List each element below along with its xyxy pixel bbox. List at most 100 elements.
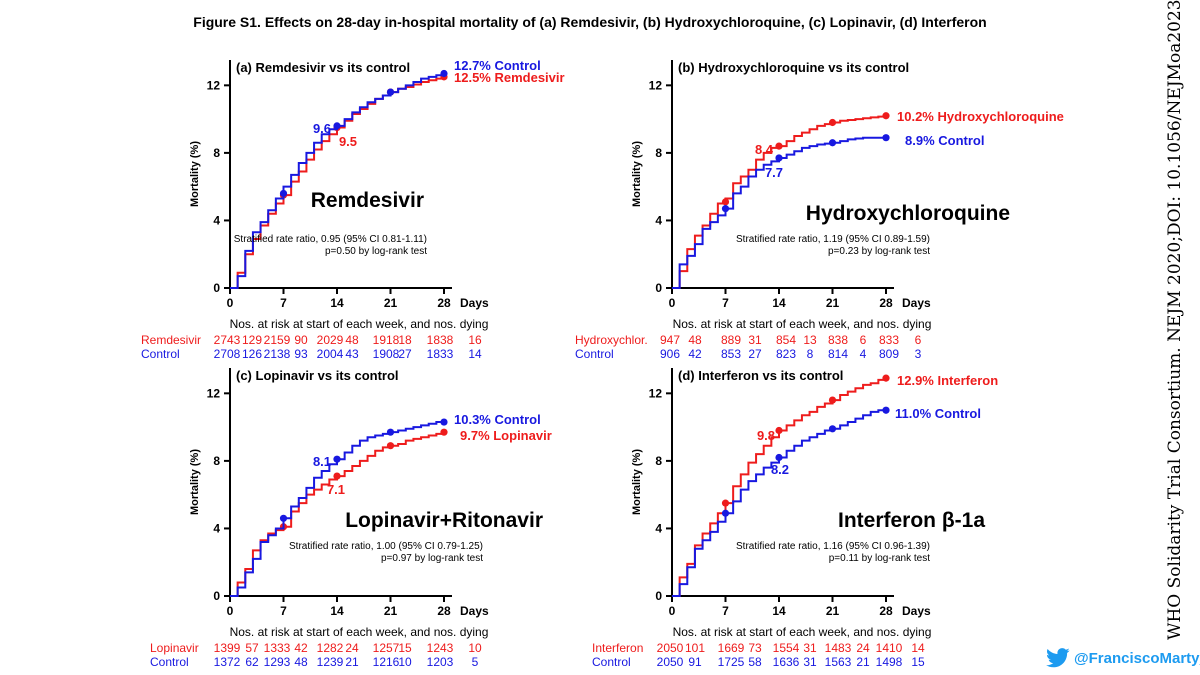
day14-label-treatment: 8.4 bbox=[755, 142, 774, 157]
y-tick-label: 8 bbox=[655, 146, 662, 160]
risk-cell: 10 bbox=[468, 641, 482, 655]
y-tick-label: 0 bbox=[213, 281, 220, 295]
risk-cell: 6 bbox=[915, 333, 922, 347]
risk-cell: 1833 bbox=[427, 347, 454, 361]
day14-label-treatment: 9.8 bbox=[757, 428, 775, 443]
data-point-control bbox=[386, 88, 395, 96]
data-point-control bbox=[333, 455, 341, 463]
risk-cell: 48 bbox=[294, 655, 308, 669]
risk-cell: 853 bbox=[721, 347, 741, 361]
stats-ratio: Stratified rate ratio, 1.16 (95% CI 0.96… bbox=[736, 541, 930, 552]
risk-cell: 73 bbox=[748, 641, 762, 655]
end-label-control: 12.7% Control bbox=[454, 58, 541, 73]
risk-row-label: Hydroxychlor. bbox=[575, 333, 648, 347]
panel-title: (a) Remdesivir vs its control bbox=[236, 60, 410, 75]
risk-cell: 48 bbox=[345, 333, 359, 347]
data-point-control bbox=[775, 453, 783, 462]
panel-title: (c) Lopinavir vs its control bbox=[236, 368, 399, 383]
risk-cell: 2050 bbox=[657, 641, 684, 655]
risk-cell: 21 bbox=[856, 655, 870, 669]
data-point-treatment bbox=[775, 142, 783, 150]
end-label-treatment: 12.5% Remdesivir bbox=[454, 70, 565, 85]
y-tick-label: 12 bbox=[649, 78, 663, 92]
figure-title: Figure S1. Effects on 28-day in-hospital… bbox=[193, 14, 987, 30]
data-point-control bbox=[721, 509, 730, 517]
risk-cell: 31 bbox=[748, 333, 762, 347]
twitter-bird-icon bbox=[1046, 648, 1070, 668]
risk-cell: 1239 bbox=[317, 655, 344, 669]
risk-cell: 1410 bbox=[876, 641, 903, 655]
x-tick-label: 7 bbox=[280, 604, 287, 618]
x-tick-label: 28 bbox=[879, 296, 893, 310]
risk-cell: 2743 bbox=[214, 333, 241, 347]
risk-cell: 126 bbox=[242, 347, 262, 361]
risk-cell: 21 bbox=[345, 655, 359, 669]
risk-cell: 43 bbox=[345, 347, 359, 361]
y-axis-label: Mortality (%) bbox=[631, 141, 643, 207]
panel-title: (b) Hydroxychloroquine vs its control bbox=[678, 60, 909, 75]
risk-cell: 129 bbox=[242, 333, 262, 347]
y-tick-label: 4 bbox=[213, 521, 220, 535]
data-point-control bbox=[828, 139, 837, 147]
risk-cell: 2004 bbox=[317, 347, 344, 361]
data-point-control bbox=[440, 418, 448, 426]
risk-cell: 889 bbox=[721, 333, 741, 347]
data-point-control bbox=[440, 69, 448, 78]
twitter-handle[interactable]: @FranciscoMarty_ bbox=[1074, 649, 1200, 667]
x-tick-label: 14 bbox=[330, 604, 344, 618]
risk-cell: 823 bbox=[776, 347, 796, 361]
end-label-control: 11.0% Control bbox=[895, 406, 981, 421]
stats-ratio: Stratified rate ratio, 1.00 (95% CI 0.79… bbox=[289, 541, 483, 552]
risk-cell: 10 bbox=[398, 655, 412, 669]
risk-cell: 854 bbox=[776, 333, 796, 347]
data-point-treatment bbox=[775, 426, 783, 435]
y-tick-label: 4 bbox=[213, 213, 220, 227]
risk-cell: 1282 bbox=[317, 641, 344, 655]
risk-cell: 906 bbox=[660, 347, 680, 361]
risk-cell: 2050 bbox=[657, 655, 684, 669]
stats-ratio: Stratified rate ratio, 0.95 (95% CI 0.81… bbox=[234, 234, 427, 245]
panel-d: 0 4 8 12 0 7 14 21 28 Days Mortality (%) (d) Interf… bbox=[592, 368, 998, 669]
y-axis-label: Mortality (%) bbox=[631, 449, 643, 515]
risk-row-label: Lopinavir bbox=[150, 641, 199, 655]
x-tick-label: 0 bbox=[227, 604, 234, 618]
risk-cell: 57 bbox=[245, 641, 259, 655]
risk-cell: 27 bbox=[398, 347, 412, 361]
risk-cell: 809 bbox=[879, 347, 899, 361]
risk-cell: 31 bbox=[803, 655, 817, 669]
data-point-treatment bbox=[440, 428, 448, 436]
risk-row-label: Control bbox=[575, 347, 614, 361]
y-tick-label: 0 bbox=[655, 589, 662, 603]
stats-pvalue: p=0.23 by log-rank test bbox=[828, 246, 930, 257]
drug-label: Lopinavir+Ritonavir bbox=[345, 509, 543, 532]
y-tick-label: 8 bbox=[213, 146, 220, 160]
y-tick-label: 12 bbox=[207, 386, 221, 400]
y-axis-label: Mortality (%) bbox=[189, 449, 201, 515]
x-axis-unit: Days bbox=[460, 296, 489, 310]
data-point-control bbox=[882, 134, 890, 142]
day14-label-control: 9.6 bbox=[313, 121, 331, 136]
risk-cell: 814 bbox=[828, 347, 848, 361]
risk-cell: 31 bbox=[803, 641, 817, 655]
risk-cell: 1203 bbox=[427, 655, 454, 669]
risk-cell: 1563 bbox=[825, 655, 852, 669]
risk-cell: 58 bbox=[748, 655, 762, 669]
risk-row-label: Interferon bbox=[592, 641, 643, 655]
x-tick-label: 21 bbox=[826, 296, 840, 310]
y-tick-label: 8 bbox=[213, 454, 220, 468]
x-axis-unit: Days bbox=[902, 296, 931, 310]
risk-table-header: Nos. at risk at start of each week, and … bbox=[673, 317, 932, 331]
risk-cell: 24 bbox=[345, 641, 359, 655]
data-point-treatment bbox=[882, 112, 890, 120]
risk-cell: 1257 bbox=[373, 641, 400, 655]
x-tick-label: 28 bbox=[437, 604, 451, 618]
risk-cell: 1399 bbox=[214, 641, 241, 655]
risk-cell: 2029 bbox=[317, 333, 344, 347]
twitter-attribution[interactable]: @FranciscoMarty_ bbox=[1046, 646, 1200, 670]
end-label-treatment: 10.2% Hydroxychloroquine bbox=[897, 109, 1064, 124]
risk-cell: 4 bbox=[860, 347, 867, 361]
risk-cell: 90 bbox=[294, 333, 308, 347]
risk-cell: 1483 bbox=[825, 641, 852, 655]
risk-cell: 13 bbox=[803, 333, 817, 347]
data-point-control bbox=[882, 406, 890, 414]
